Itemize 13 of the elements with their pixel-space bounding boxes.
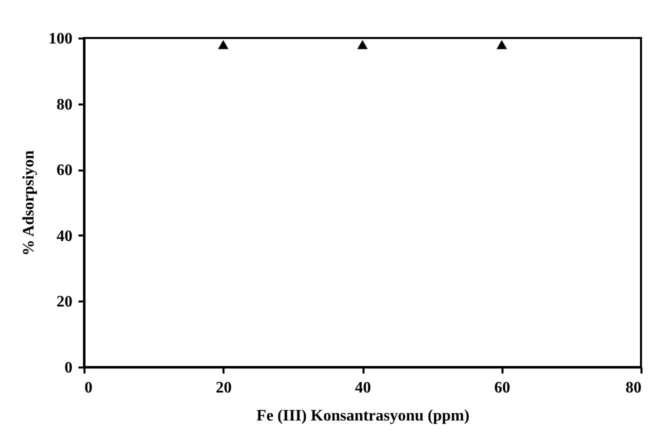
y-tick-label: 0 — [64, 360, 72, 376]
y-tick-label: 100 — [48, 30, 72, 48]
x-axis-title: Fe (III) Konsantrasyonu (ppm) — [256, 408, 470, 424]
x-tick-label: 80 — [626, 380, 642, 396]
y-tick-label: 60 — [56, 162, 72, 180]
x-tick-label: 60 — [494, 380, 510, 396]
x-tick-label: 40 — [355, 380, 371, 396]
y-axis-title: % Adsorpsiyon — [20, 150, 38, 256]
y-tick-label: 20 — [56, 294, 72, 311]
x-tick-label: 20 — [216, 380, 232, 396]
y-tick-label: 40 — [56, 228, 72, 245]
x-tick-label: 0 — [84, 380, 92, 396]
y-tick-label: 80 — [56, 96, 72, 114]
